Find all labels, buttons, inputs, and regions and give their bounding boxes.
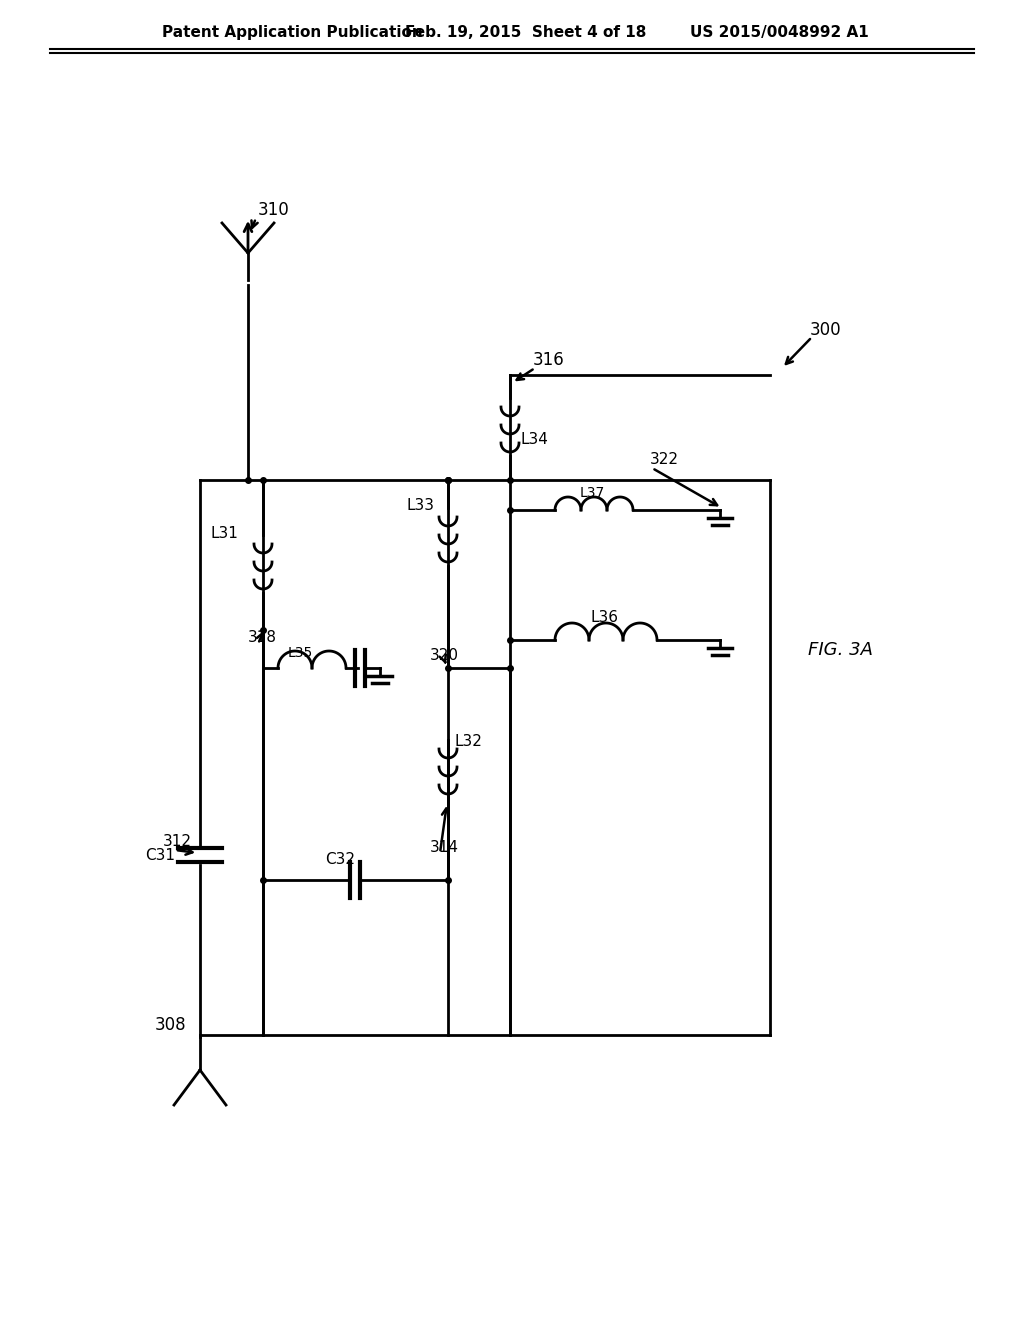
Text: Patent Application Publication: Patent Application Publication	[162, 25, 423, 40]
Text: Feb. 19, 2015  Sheet 4 of 18: Feb. 19, 2015 Sheet 4 of 18	[406, 25, 646, 40]
Text: 312: 312	[163, 834, 193, 850]
Text: 320: 320	[430, 648, 459, 663]
Text: 314: 314	[430, 841, 459, 855]
Text: C31: C31	[145, 847, 175, 862]
Text: L32: L32	[455, 734, 483, 750]
Text: C32: C32	[325, 853, 355, 867]
Text: 322: 322	[650, 453, 679, 467]
Text: 316: 316	[534, 351, 565, 370]
Text: L35: L35	[288, 645, 313, 660]
Text: 310: 310	[258, 201, 290, 219]
Text: 300: 300	[810, 321, 842, 339]
Text: L37: L37	[580, 486, 605, 500]
Text: 318: 318	[248, 631, 278, 645]
Text: 308: 308	[155, 1016, 186, 1034]
Text: L31: L31	[210, 527, 238, 541]
Text: L34: L34	[520, 433, 548, 447]
Text: US 2015/0048992 A1: US 2015/0048992 A1	[690, 25, 868, 40]
Text: L33: L33	[407, 498, 435, 512]
Text: FIG. 3A: FIG. 3A	[808, 642, 872, 659]
Text: L36: L36	[590, 610, 618, 626]
